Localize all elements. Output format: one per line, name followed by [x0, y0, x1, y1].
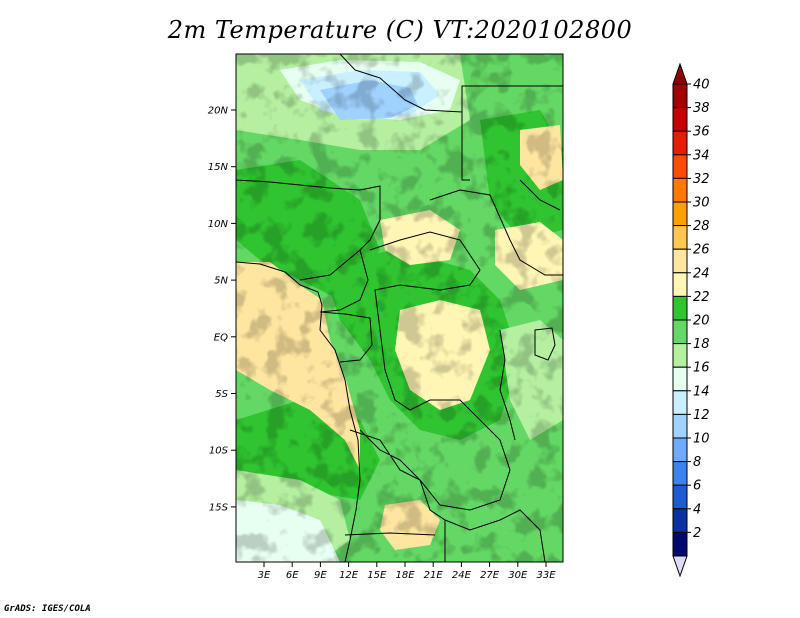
- colorbar-segment: [672, 177, 688, 203]
- colorbar-segment: [672, 83, 688, 109]
- lat-tick-label: 10N: [208, 219, 229, 230]
- lon-tick-label: 27E: [480, 570, 500, 581]
- country-borders: [236, 54, 563, 562]
- colorbar-top-arrow: [672, 62, 688, 85]
- border-sahara-north: [339, 54, 563, 113]
- longitude-axis: 3E 6E 9E 12E 15E 18E 21E 24E 27E 30E 33E: [258, 562, 556, 581]
- map-title: 2m Temperature (C) VT:2020102800: [167, 16, 633, 44]
- colorbar-label: 20: [693, 314, 710, 329]
- colorbar-segment: [672, 319, 688, 345]
- colorbar-segment: [672, 461, 688, 486]
- border-great-lakes: [499, 329, 516, 441]
- colorbar-label: 38: [693, 101, 710, 116]
- colorbar-segment: [672, 413, 688, 439]
- lat-tick-label: 15S: [209, 502, 229, 513]
- lake-victoria: [534, 327, 556, 361]
- colorbar-segment: [672, 107, 688, 132]
- colorbar-label: 16: [693, 361, 710, 376]
- lat-tick-label: 5S: [215, 389, 228, 400]
- colorbar-segment: [672, 343, 688, 368]
- colorbar-label: 6: [693, 479, 701, 494]
- colorbar-label: 18: [693, 337, 710, 352]
- lon-tick-label: 15E: [367, 570, 387, 581]
- colorbar-bottom-arrow: [672, 555, 688, 578]
- border-zambia: [444, 509, 546, 562]
- colorbar-segment: [672, 248, 688, 274]
- lat-tick-label: 10S: [209, 446, 229, 457]
- colorbar-label: 34: [693, 148, 710, 163]
- lat-tick-label: 5N: [214, 276, 228, 287]
- border-southwest: [344, 532, 436, 536]
- colorbar-segment: [672, 484, 688, 510]
- colorbar-segment: [672, 154, 688, 179]
- colorbar-label: 28: [693, 219, 710, 234]
- lat-tick-label: 15N: [208, 162, 229, 173]
- colorbar-segment: [672, 225, 688, 250]
- border-drc: [359, 289, 511, 511]
- colorbar-label: 14: [693, 384, 710, 399]
- temperature-field: [236, 54, 563, 562]
- lon-tick-label: 21E: [424, 570, 444, 581]
- colorbar-label: 26: [693, 243, 710, 258]
- colorbar-label: 2: [693, 526, 701, 541]
- border-niger-chad: [236, 179, 381, 281]
- lon-tick-label: 33E: [536, 570, 556, 581]
- colorbar-label: 22: [693, 290, 710, 305]
- colorbar-label: 40: [693, 78, 710, 93]
- border-gabon: [319, 311, 373, 363]
- colorbar-label: 8: [693, 455, 701, 470]
- lon-tick-label: 3E: [258, 570, 271, 581]
- colorbar-segment: [672, 437, 688, 463]
- colorbar: 40 38 36 34 32 30 28 26 24 22 20 18 16 14 12 10 8 6 4 2: [672, 62, 710, 578]
- coastline-west-africa: [236, 261, 361, 562]
- colorbar-label: 12: [693, 408, 710, 423]
- lon-tick-label: 30E: [508, 570, 528, 581]
- colorbar-label: 24: [693, 266, 710, 281]
- lon-tick-label: 12E: [339, 570, 359, 581]
- border-sudan-south: [429, 189, 563, 276]
- map-frame: [235, 53, 564, 563]
- lon-tick-label: 18E: [395, 570, 415, 581]
- border-libya-sudan: [461, 112, 470, 181]
- colorbar-label: 10: [693, 432, 710, 447]
- latitude-axis: 20N 15N 10N 5N EQ 5S 10S 15S: [208, 106, 236, 513]
- lat-tick-label: EQ: [214, 332, 228, 343]
- colorbar-segment: [672, 272, 688, 297]
- colorbar-segment: [672, 130, 688, 156]
- lon-tick-label: 9E: [314, 570, 327, 581]
- colorbar-label: 36: [693, 125, 710, 140]
- colorbar-label: 4: [693, 502, 701, 517]
- border-horn: [519, 179, 561, 211]
- colorbar-segment: [672, 508, 688, 533]
- grads-credit: GrADS: IGES/COLA: [4, 604, 91, 614]
- colorbar-label: 30: [693, 196, 710, 211]
- lon-tick-label: 6E: [286, 570, 299, 581]
- lon-tick-label: 24E: [452, 570, 472, 581]
- lat-tick-label: 20N: [208, 106, 229, 117]
- border-cameroon: [319, 249, 369, 313]
- colorbar-segment: [672, 531, 688, 557]
- border-car: [369, 231, 481, 291]
- colorbar-segment: [672, 366, 688, 392]
- colorbar-segment: [672, 390, 688, 415]
- colorbar-label: 32: [693, 172, 710, 187]
- field-texture: [236, 54, 563, 562]
- colorbar-segment: [672, 295, 688, 321]
- colorbar-segment: [672, 201, 688, 227]
